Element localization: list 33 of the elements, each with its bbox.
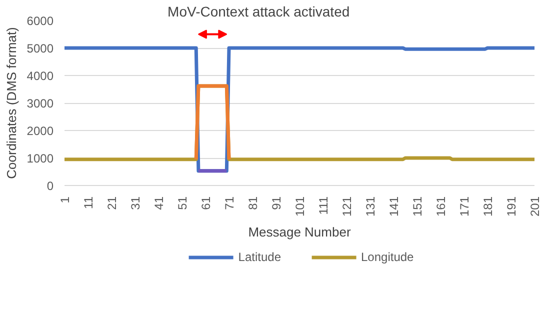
y-tick-label: 6000 — [26, 14, 54, 28]
y-tick-label: 0 — [46, 179, 54, 193]
x-tick-label: 111 — [316, 196, 330, 215]
x-tick-label: 131 — [364, 196, 378, 217]
x-tick-label: 171 — [458, 196, 472, 217]
y-axis-title: Coordinates (DMS format) — [4, 27, 19, 179]
legend-label: Latitude — [238, 250, 281, 264]
x-tick-label: 51 — [176, 196, 190, 210]
x-tick-label: 21 — [105, 196, 119, 210]
x-tick-label: 31 — [128, 196, 142, 210]
x-tick-label: 1 — [58, 196, 72, 204]
y-tick-label: 3000 — [26, 96, 54, 110]
x-axis-title: Message Number — [248, 224, 352, 240]
x-tick-label: 101 — [293, 196, 307, 217]
x-tick-label: 201 — [528, 196, 542, 217]
x-tick-label: 151 — [410, 196, 424, 217]
x-tick-label: 121 — [340, 196, 354, 217]
y-tick-label: 2000 — [26, 124, 54, 138]
x-tick-label: 11 — [82, 196, 96, 209]
text: MoV-Context attack activated — [168, 4, 350, 20]
y-tick-label: 4000 — [26, 69, 54, 83]
x-tick-label: 81 — [246, 196, 260, 210]
x-tick-label: 181 — [481, 196, 495, 217]
y-tick-label: 5000 — [26, 42, 54, 56]
x-tick-label: 91 — [270, 196, 284, 210]
x-tick-label: 71 — [222, 196, 236, 210]
x-tick-label: 161 — [434, 196, 448, 217]
x-tick-label: 41 — [152, 196, 166, 210]
x-tick-label: 141 — [387, 196, 401, 217]
legend-label: Longitude — [360, 250, 414, 264]
x-tick-label: 61 — [199, 196, 213, 210]
x-tick-label: 191 — [504, 196, 518, 217]
y-tick-label: 1000 — [26, 152, 54, 166]
